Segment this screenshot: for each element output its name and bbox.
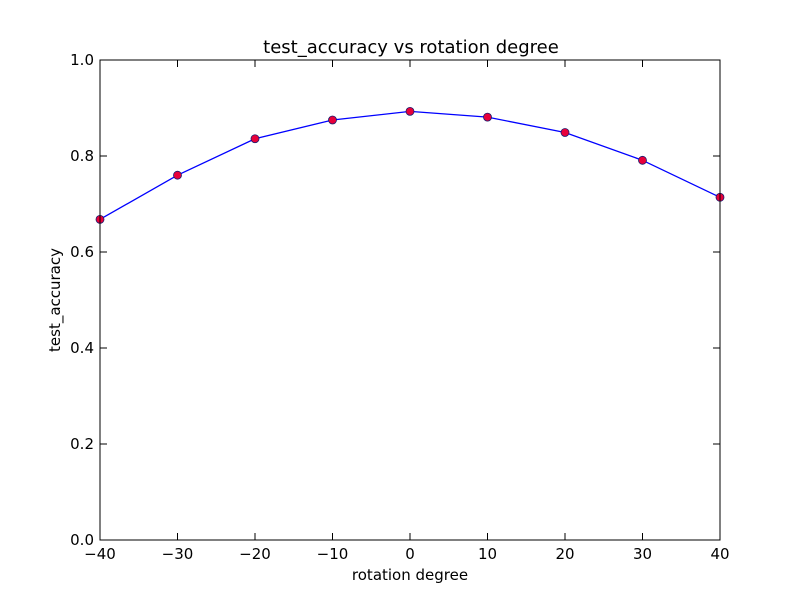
series-line bbox=[99, 110, 721, 220]
x-tick-label: −40 bbox=[84, 545, 116, 563]
x-tick-label: 20 bbox=[555, 545, 574, 563]
chart-title: test_accuracy vs rotation degree bbox=[263, 37, 559, 58]
y-tick-label: 1.0 bbox=[70, 51, 94, 69]
data-point bbox=[173, 170, 182, 180]
x-tick-label: 0 bbox=[405, 545, 415, 563]
plot-frame bbox=[99, 59, 721, 541]
y-tick-label: 0.8 bbox=[70, 147, 94, 165]
x-tick-label: 30 bbox=[633, 545, 652, 563]
x-tick-label: 10 bbox=[478, 545, 497, 563]
x-axis: −40 −30 −20 −10 0 10 20 30 40 bbox=[84, 60, 730, 563]
data-point bbox=[250, 134, 260, 144]
x-tick-label: 40 bbox=[710, 545, 729, 563]
y-tick-label: 0.6 bbox=[70, 243, 94, 261]
data-point bbox=[638, 155, 647, 165]
data-point bbox=[483, 112, 492, 122]
data-point bbox=[328, 115, 337, 125]
y-tick-label: 0.4 bbox=[70, 339, 94, 357]
y-axis: 0.0 0.2 0.4 0.6 0.8 1.0 bbox=[70, 51, 720, 549]
x-tick-label: −30 bbox=[162, 545, 194, 563]
plot-area bbox=[95, 106, 725, 224]
x-tick-label: −20 bbox=[239, 545, 271, 563]
y-tick-label: 0.0 bbox=[70, 531, 94, 549]
x-axis-label: rotation degree bbox=[352, 566, 468, 584]
y-axis-label: test_accuracy bbox=[46, 248, 65, 352]
data-point bbox=[560, 128, 570, 137]
y-tick-label: 0.2 bbox=[70, 435, 94, 453]
x-tick-label: −10 bbox=[317, 545, 349, 563]
data-point bbox=[405, 106, 415, 116]
